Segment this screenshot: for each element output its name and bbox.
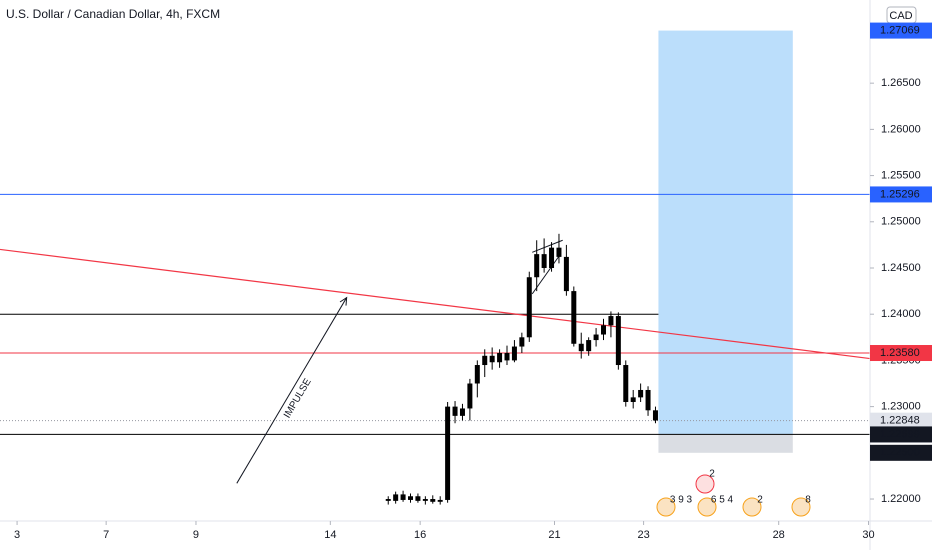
event-label: 6 5 4 xyxy=(711,495,734,506)
candle-body xyxy=(408,496,414,500)
price-label: 1.22699 xyxy=(880,428,920,440)
candle-body xyxy=(541,254,547,268)
y-tick-label: 1.24500 xyxy=(881,262,921,274)
y-tick-label: 1.22000 xyxy=(881,493,921,505)
x-tick-label: 21 xyxy=(548,529,560,541)
price-label: 1.27069 xyxy=(880,24,920,36)
candle-body xyxy=(385,499,391,501)
x-tick-label: 28 xyxy=(773,529,785,541)
event-icon[interactable] xyxy=(697,497,717,517)
candle-body xyxy=(601,325,607,335)
candle-body xyxy=(608,316,614,326)
x-tick-label: 16 xyxy=(414,529,426,541)
candle-body xyxy=(652,410,658,421)
plot: IMPULSE xyxy=(0,30,871,505)
price-label-box xyxy=(870,444,932,461)
candle-body xyxy=(445,406,451,500)
candle-body xyxy=(497,353,503,363)
y-tick-label: 1.25500 xyxy=(881,169,921,181)
chart-title: U.S. Dollar / Canadian Dollar, 4h, FXCM xyxy=(6,7,220,21)
candle-body xyxy=(452,406,458,416)
candle-body xyxy=(586,340,592,352)
x-tick-label: 7 xyxy=(103,529,109,541)
trend-line xyxy=(0,248,871,360)
y-tick-label: 1.26500 xyxy=(881,77,921,89)
price-label: 1.25296 xyxy=(880,188,920,200)
event-label: 3 9 3 xyxy=(670,495,693,506)
event-icon[interactable] xyxy=(695,474,715,494)
price-label-box xyxy=(870,22,932,39)
event-label: 8 xyxy=(805,495,811,506)
candle-body xyxy=(482,355,488,366)
candle-body xyxy=(474,365,480,384)
y-tick-label: 1.26000 xyxy=(881,123,921,135)
candle-body xyxy=(638,389,644,398)
price-label-box xyxy=(870,186,932,203)
candle-body xyxy=(415,496,421,501)
candle-body xyxy=(467,383,473,409)
price-label: 1.23580 xyxy=(880,347,920,359)
candle-body xyxy=(459,408,465,416)
candle-body xyxy=(393,494,399,501)
wedge-line xyxy=(532,239,563,253)
x-tick-label: 23 xyxy=(637,529,649,541)
candle-body xyxy=(526,277,532,338)
event-icon[interactable] xyxy=(742,497,762,517)
y-tick-label: 1.25000 xyxy=(881,216,921,228)
y-tick-label: 1.23000 xyxy=(881,401,921,413)
candle-body xyxy=(534,254,540,278)
x-tick-label: 30 xyxy=(862,529,874,541)
candle-body xyxy=(549,247,555,268)
arrow-head xyxy=(339,296,348,306)
candle-body xyxy=(578,343,584,352)
candle-body xyxy=(645,389,651,411)
event-label: 2 xyxy=(757,495,763,506)
event-icon[interactable] xyxy=(656,497,676,517)
candle-body xyxy=(593,334,599,341)
event-label: 2 xyxy=(709,469,715,480)
candle-body xyxy=(519,337,525,347)
candle-body xyxy=(571,291,577,344)
candle-body xyxy=(563,256,569,292)
candle-body xyxy=(422,499,428,501)
y-tick-label: 1.24000 xyxy=(881,308,921,320)
price-label: 1.22848 xyxy=(880,415,920,427)
currency[interactable]: CAD xyxy=(889,10,912,22)
event-icon[interactable] xyxy=(791,497,811,517)
price-label-box xyxy=(870,345,932,362)
events: 3 9 3 2 6 5 4 2 8 xyxy=(656,469,811,517)
candle-body xyxy=(504,353,510,361)
candle-body xyxy=(511,346,517,361)
impulse-arrow xyxy=(236,297,348,484)
position-profit-zone xyxy=(658,30,793,435)
x-tick-label: 3 xyxy=(14,529,20,541)
candle-body xyxy=(630,397,636,402)
candle-body xyxy=(623,365,629,402)
candle-body xyxy=(437,499,443,502)
candle-body xyxy=(489,355,495,363)
price-label-box xyxy=(870,426,932,443)
x-tick-label: 9 xyxy=(193,529,199,541)
candle-body xyxy=(400,494,406,500)
position-loss-zone xyxy=(658,434,793,453)
price-label: 1.22500 xyxy=(880,447,920,459)
candle-body xyxy=(430,499,436,502)
candle-body xyxy=(615,316,621,366)
x-tick-label: 14 xyxy=(324,529,336,541)
candle-body xyxy=(556,247,562,257)
